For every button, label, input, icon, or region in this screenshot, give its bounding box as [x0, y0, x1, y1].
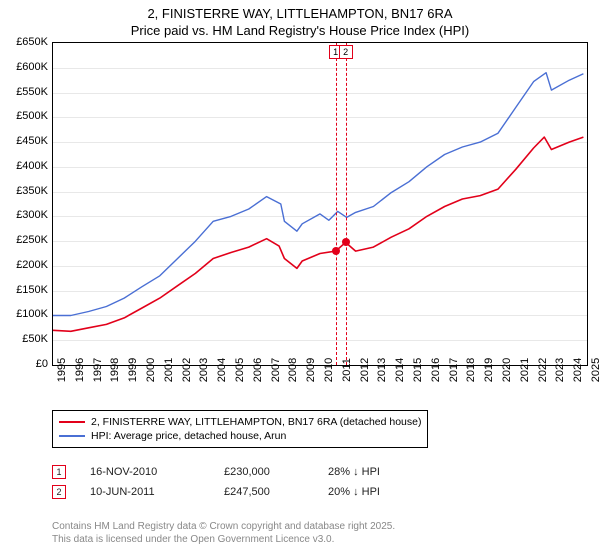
legend-swatch	[59, 421, 85, 423]
event-key: 2	[52, 485, 66, 499]
ytick-label: £100K	[0, 308, 48, 320]
xtick-label: 2009	[305, 358, 317, 382]
xtick-label: 2014	[394, 358, 406, 382]
xtick-label: 2018	[465, 358, 477, 382]
ytick-label: £150K	[0, 284, 48, 296]
xtick-label: 2012	[359, 358, 371, 382]
ytick-label: £400K	[0, 160, 48, 172]
xtick-label: 1998	[109, 358, 121, 382]
ytick-label: £50K	[0, 333, 48, 345]
series-hpi	[53, 73, 583, 316]
ytick-label: £450K	[0, 135, 48, 147]
footnote-line2: This data is licensed under the Open Gov…	[52, 533, 395, 546]
chart-title-line2: Price paid vs. HM Land Registry's House …	[0, 21, 600, 38]
chart-title-line1: 2, FINISTERRE WAY, LITTLEHAMPTON, BN17 6…	[0, 0, 600, 21]
xtick-label: 2005	[234, 358, 246, 382]
event-point	[342, 238, 350, 246]
legend-label: HPI: Average price, detached house, Arun	[91, 430, 286, 442]
footnote-line1: Contains HM Land Registry data © Crown c…	[52, 520, 395, 533]
event-delta: 28% ↓ HPI	[328, 466, 428, 478]
legend: 2, FINISTERRE WAY, LITTLEHAMPTON, BN17 6…	[52, 410, 428, 448]
xtick-label: 2008	[287, 358, 299, 382]
event-row: 1 16-NOV-2010 £230,000 28% ↓ HPI	[52, 462, 428, 482]
chart-container: 2, FINISTERRE WAY, LITTLEHAMPTON, BN17 6…	[0, 0, 600, 560]
xtick-label: 2023	[554, 358, 566, 382]
event-price: £230,000	[224, 466, 304, 478]
ytick-label: £500K	[0, 110, 48, 122]
plot-area: 12	[52, 42, 588, 366]
ytick-label: £650K	[0, 36, 48, 48]
ytick-label: £350K	[0, 185, 48, 197]
xtick-label: 1995	[56, 358, 68, 382]
event-point	[332, 247, 340, 255]
event-price: £247,500	[224, 486, 304, 498]
series-property	[53, 137, 583, 331]
xtick-label: 1996	[74, 358, 86, 382]
xtick-label: 2001	[163, 358, 175, 382]
xtick-label: 2024	[572, 358, 584, 382]
ytick-label: £300K	[0, 209, 48, 221]
event-marker: 2	[339, 45, 353, 59]
ytick-label: £550K	[0, 86, 48, 98]
xtick-label: 2020	[501, 358, 513, 382]
xtick-label: 2019	[483, 358, 495, 382]
event-delta: 20% ↓ HPI	[328, 486, 428, 498]
xtick-label: 2006	[252, 358, 264, 382]
xtick-label: 2010	[323, 358, 335, 382]
xtick-label: 2017	[448, 358, 460, 382]
ytick-label: £250K	[0, 234, 48, 246]
event-date: 16-NOV-2010	[90, 466, 200, 478]
xtick-label: 1997	[92, 358, 104, 382]
xtick-label: 2025	[590, 358, 600, 382]
legend-swatch	[59, 435, 85, 437]
ytick-label: £200K	[0, 259, 48, 271]
legend-row: HPI: Average price, detached house, Arun	[59, 429, 421, 443]
event-table: 1 16-NOV-2010 £230,000 28% ↓ HPI 2 10-JUN-201…	[52, 462, 428, 502]
xtick-label: 2003	[198, 358, 210, 382]
event-vline	[336, 43, 337, 365]
xtick-label: 2004	[216, 358, 228, 382]
footnote: Contains HM Land Registry data © Crown c…	[52, 520, 395, 546]
xtick-label: 2015	[412, 358, 424, 382]
event-vline	[346, 43, 347, 365]
xtick-label: 2013	[376, 358, 388, 382]
xtick-label: 1999	[127, 358, 139, 382]
event-date: 10-JUN-2011	[90, 486, 200, 498]
xtick-label: 2022	[537, 358, 549, 382]
xtick-label: 2011	[341, 358, 353, 382]
xtick-label: 2021	[519, 358, 531, 382]
legend-label: 2, FINISTERRE WAY, LITTLEHAMPTON, BN17 6…	[91, 416, 421, 428]
legend-row: 2, FINISTERRE WAY, LITTLEHAMPTON, BN17 6…	[59, 415, 421, 429]
ytick-label: £600K	[0, 61, 48, 73]
xtick-label: 2000	[145, 358, 157, 382]
event-key: 1	[52, 465, 66, 479]
ytick-label: £0	[0, 358, 48, 370]
xtick-label: 2007	[270, 358, 282, 382]
event-row: 2 10-JUN-2011 £247,500 20% ↓ HPI	[52, 482, 428, 502]
xtick-label: 2016	[430, 358, 442, 382]
series-svg	[53, 43, 587, 365]
xtick-label: 2002	[181, 358, 193, 382]
